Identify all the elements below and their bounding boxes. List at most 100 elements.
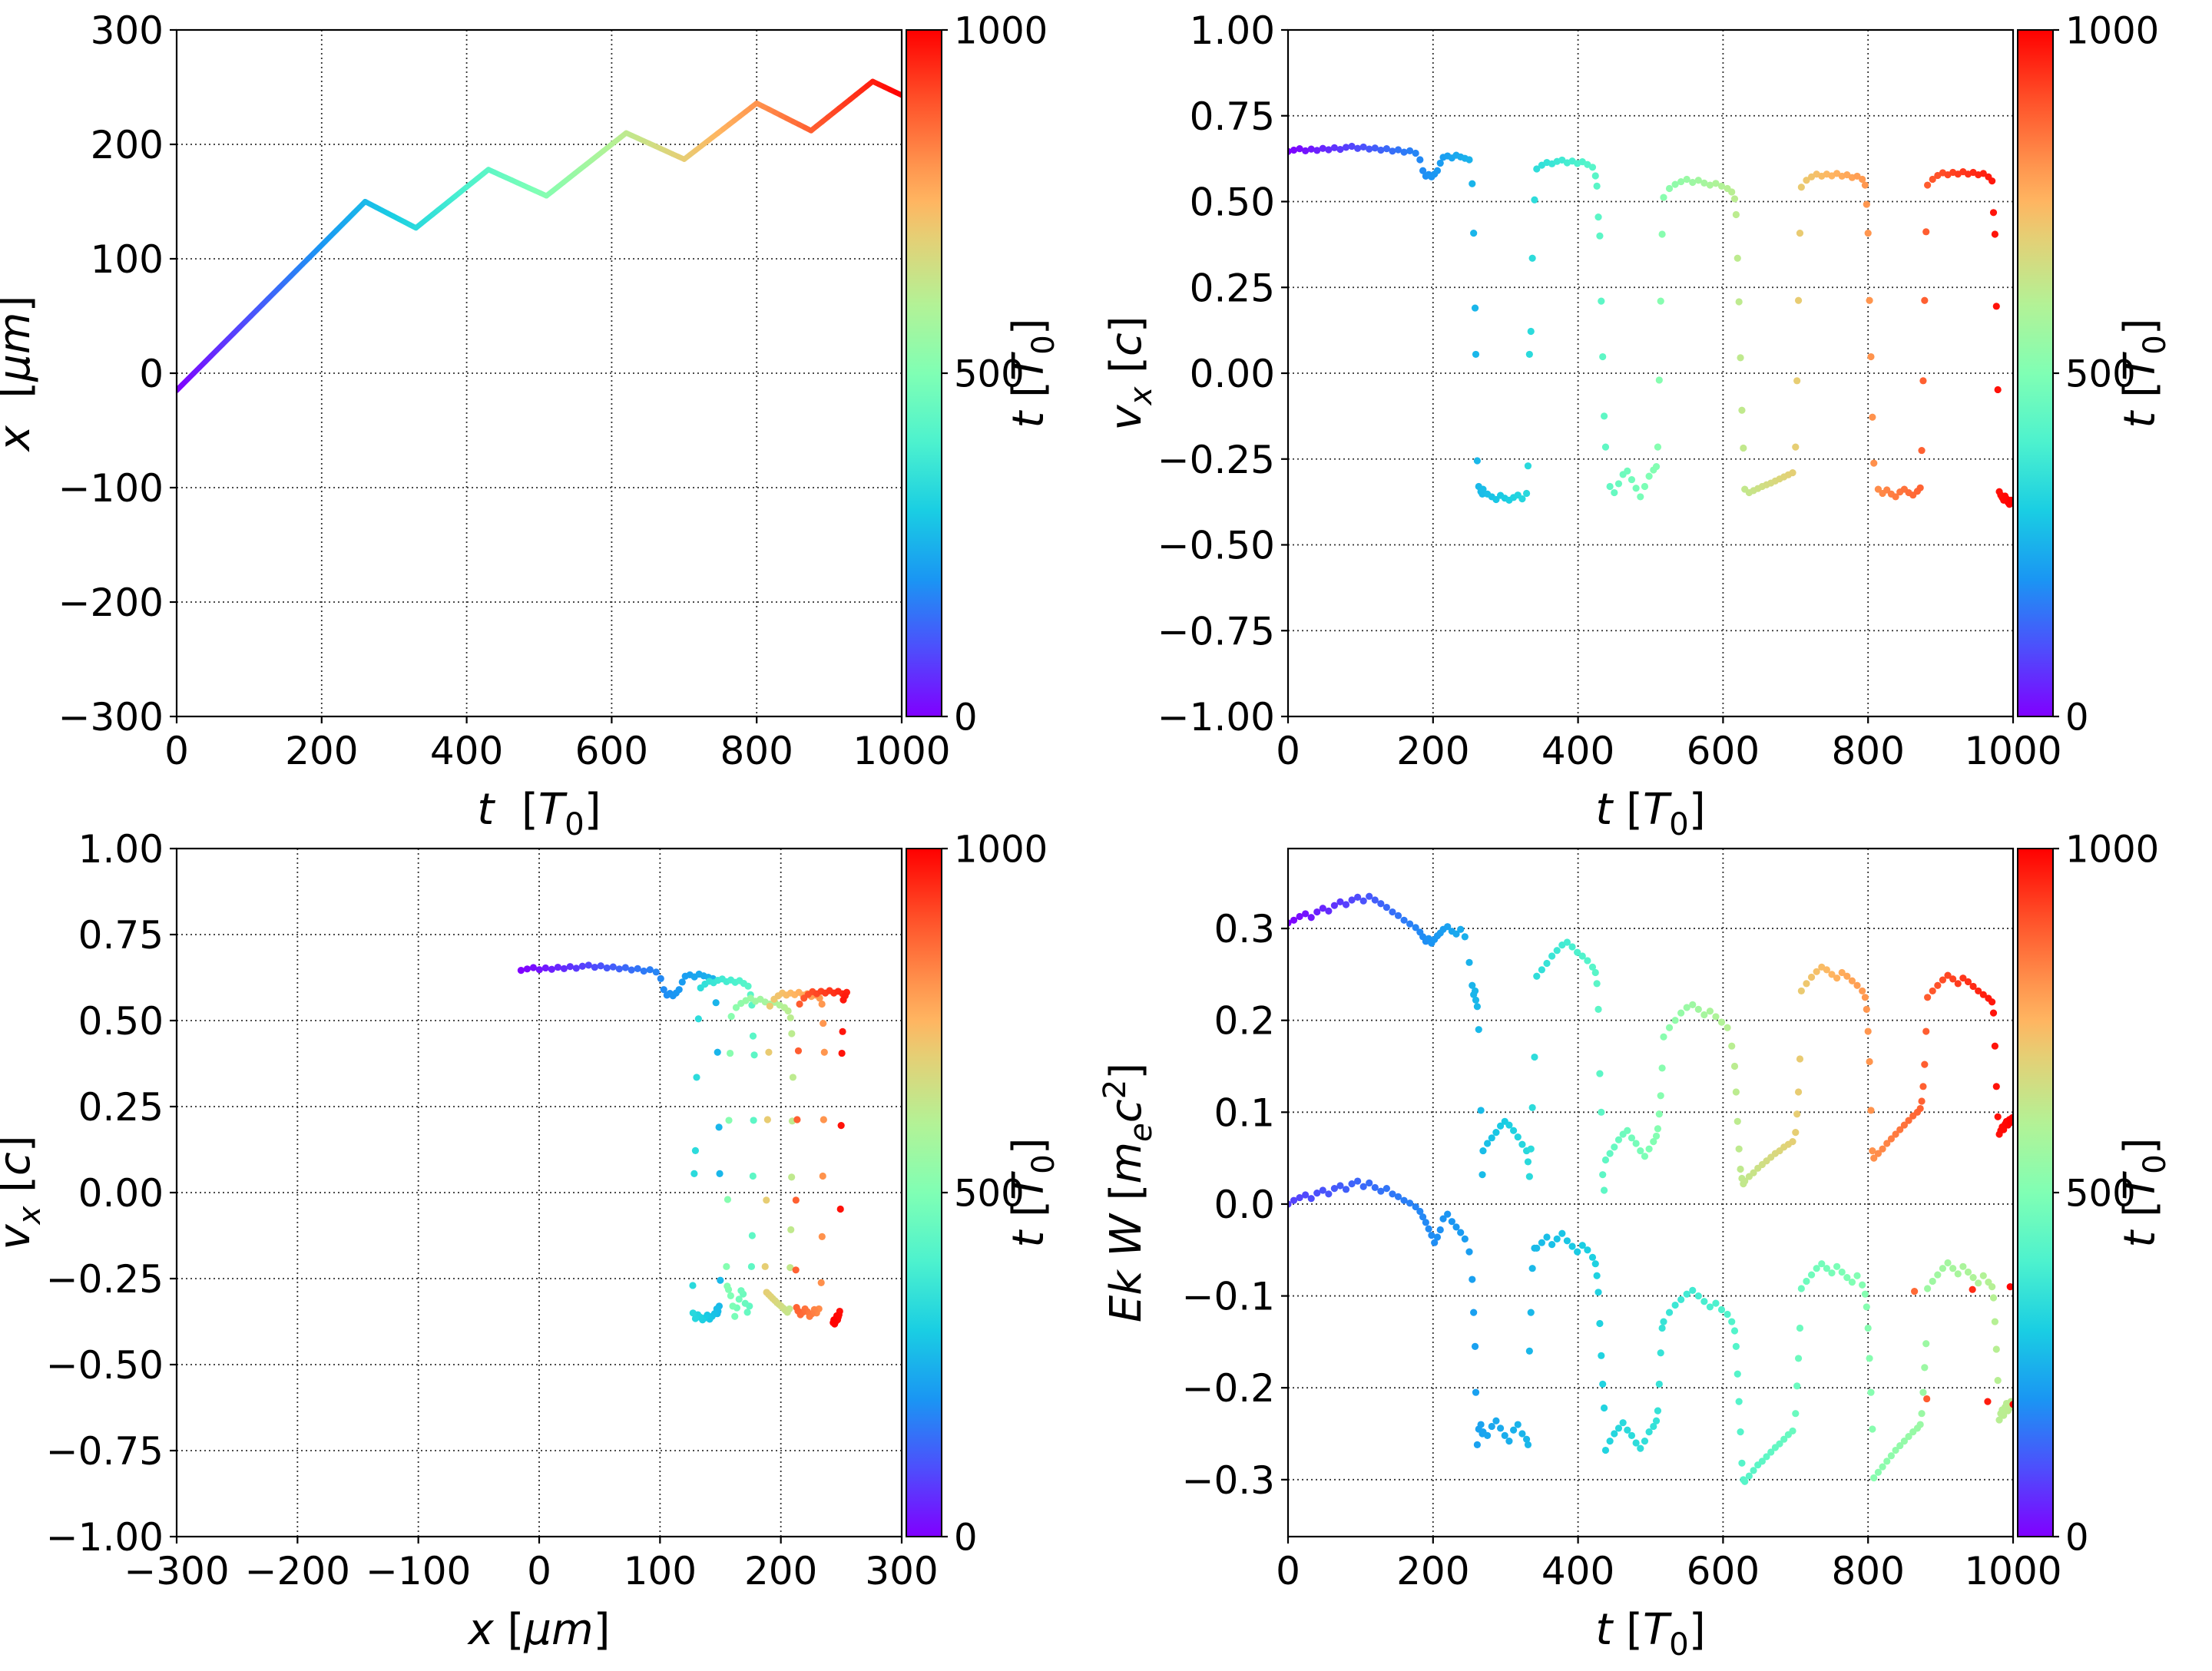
y-tick-label: −200 <box>58 581 164 625</box>
colorbar-gradient <box>906 848 942 1537</box>
x-tick-label: 400 <box>1541 1549 1614 1593</box>
x-axis: 0 200 400 600 800 1000 <box>1276 1537 2062 1593</box>
x-tick-label: 600 <box>1687 729 1760 773</box>
x-tick-label: 600 <box>1687 1549 1760 1593</box>
colorbar-label: t [T0] <box>2115 318 2173 428</box>
panel-ekw-vs-t: 0 200 400 600 800 1000 0.3 0.2 0.1 0.0 −0.1 −0.2 −0.… <box>1097 828 2173 1663</box>
grid <box>1288 849 2013 1537</box>
y-tick-label: −0.1 <box>1182 1275 1275 1319</box>
y-axis: 0.3 0.2 0.1 0.0 −0.1 −0.2 −0.3 <box>1182 907 1288 1503</box>
colorbar-label: t [T0] <box>1004 318 1061 428</box>
colorbar-tick-label: 500 <box>954 1172 1025 1215</box>
x-tick-label: −200 <box>245 1549 350 1593</box>
colorbar-gradient <box>2017 848 2054 1537</box>
x-tick-label: 1000 <box>853 729 950 773</box>
trajectory-line <box>176 78 902 393</box>
x-tick-label: 400 <box>1541 729 1614 773</box>
x-tick-label: 1000 <box>1964 1549 2061 1593</box>
y-axis-label: vx [c] <box>1101 316 1159 430</box>
colorbar-tick-label: 1000 <box>2065 828 2159 871</box>
y-tick-label: 0.00 <box>78 1171 164 1216</box>
y-tick-label: −0.25 <box>1157 438 1275 482</box>
x-tick-label: 800 <box>720 729 793 773</box>
colorbar-tick-label: 500 <box>2065 352 2136 395</box>
y-tick-label: −1.00 <box>1157 695 1275 740</box>
x-axis-label: t [T0] <box>1595 1605 1705 1663</box>
y-axis: 1.00 0.75 0.50 0.25 0.00 −0.25 −0.50 −0.75 −1.00 <box>46 827 177 1560</box>
x-tick-label: 0 <box>164 729 189 773</box>
colorbar: 0 500 1000 t [T0] <box>2017 9 2173 739</box>
x-tick-label: −300 <box>124 1549 229 1593</box>
y-tick-label: 0.25 <box>1190 266 1275 310</box>
y-tick-label: −0.25 <box>46 1257 164 1302</box>
colorbar-tick-label: 1000 <box>954 9 1048 52</box>
y-tick-label: 0.1 <box>1214 1090 1275 1135</box>
colorbar: 0 500 1000 t [T0] <box>906 9 1061 739</box>
y-tick-label: −0.50 <box>46 1343 164 1388</box>
x-axis: 0 200 400 600 800 1000 <box>164 716 951 773</box>
colorbar: 0 500 1000 t [T0] <box>2017 828 2173 1559</box>
plot-border <box>175 28 903 718</box>
y-tick-label: −1.00 <box>46 1515 164 1560</box>
plot-border <box>1286 847 2015 1538</box>
x-tick-label: 0 <box>1276 729 1300 773</box>
x-tick-label: 800 <box>1831 1549 1904 1593</box>
y-tick-label: −100 <box>58 466 164 511</box>
y-axis: 300 200 100 0 −100 −200 −300 <box>58 8 177 740</box>
y-tick-label: 0.25 <box>78 1085 164 1130</box>
y-tick-label: 300 <box>91 8 164 53</box>
y-tick-label: 0.50 <box>78 999 164 1044</box>
x-axis: −300 −200 −100 0 100 200 300 <box>124 1537 939 1593</box>
scatter-points <box>1287 892 2014 1485</box>
y-axis-label: Ek W [mec2] <box>1097 1063 1159 1322</box>
y-tick-label: 0.50 <box>1190 180 1275 225</box>
x-axis-label: t [T0] <box>477 785 601 842</box>
colorbar-gradient <box>906 29 942 717</box>
x-axis-label: t [T0] <box>1595 785 1705 842</box>
grid <box>1288 30 2013 716</box>
colorbar-label: t [T0] <box>2115 1137 2173 1247</box>
x-axis-label: x [μm] <box>467 1605 611 1655</box>
colorbar-tick-label: 0 <box>2065 1516 2089 1559</box>
colorbar: 0 500 1000 t [T0] <box>906 828 1061 1559</box>
y-axis: 1.00 0.75 0.50 0.25 0.00 −0.25 −0.50 −0.75 −1.00 <box>1157 8 1288 740</box>
y-tick-label: 0.2 <box>1214 999 1275 1044</box>
colorbar-tick-label: 0 <box>954 1516 978 1559</box>
panel-x-vs-t: 0 200 400 600 800 10003002001000−100−200−300t… <box>0 8 1061 842</box>
y-tick-label: 100 <box>91 237 164 282</box>
colorbar-tick-label: 1000 <box>2065 9 2159 52</box>
y-tick-label: 1.00 <box>78 827 164 872</box>
x-tick-label: 200 <box>1396 1549 1469 1593</box>
y-tick-label: 0.0 <box>1214 1183 1275 1227</box>
y-tick-label: 0 <box>139 352 164 396</box>
y-axis-label: x [μm] <box>0 296 40 453</box>
y-tick-label: 200 <box>91 123 164 167</box>
y-tick-label: −0.75 <box>46 1429 164 1474</box>
plot-border <box>1286 28 2015 718</box>
x-tick-label: 0 <box>1276 1549 1300 1593</box>
x-tick-label: 200 <box>1396 729 1469 773</box>
y-tick-label: 1.00 <box>1190 8 1275 53</box>
colorbar-gradient <box>2017 29 2054 717</box>
y-tick-label: 0.75 <box>78 913 164 958</box>
x-tick-label: 1000 <box>1964 729 2061 773</box>
grid <box>177 30 902 716</box>
y-tick-label: −0.75 <box>1157 609 1275 654</box>
colorbar-label: t [T0] <box>1004 1137 1061 1247</box>
panel-vx-vs-t: 0 200 400 600 800 1000 1.00 0.75 0.50 0.25 0.00 −0.… <box>1101 8 2173 842</box>
x-tick-label: 400 <box>430 729 503 773</box>
scatter-points <box>517 961 851 1328</box>
y-tick-label: −0.2 <box>1182 1366 1275 1411</box>
x-tick-label: −100 <box>366 1549 471 1593</box>
scatter-points <box>1287 142 2014 508</box>
plot-border <box>175 847 903 1538</box>
y-tick-label: −300 <box>58 695 164 740</box>
y-tick-label: 0.00 <box>1190 352 1275 396</box>
y-axis-label: vx [c] <box>0 1135 48 1249</box>
colorbar-tick-label: 0 <box>2065 696 2089 739</box>
colorbar-tick-label: 1000 <box>954 828 1048 871</box>
x-tick-label: 300 <box>865 1549 938 1593</box>
x-tick-label: 600 <box>575 729 648 773</box>
